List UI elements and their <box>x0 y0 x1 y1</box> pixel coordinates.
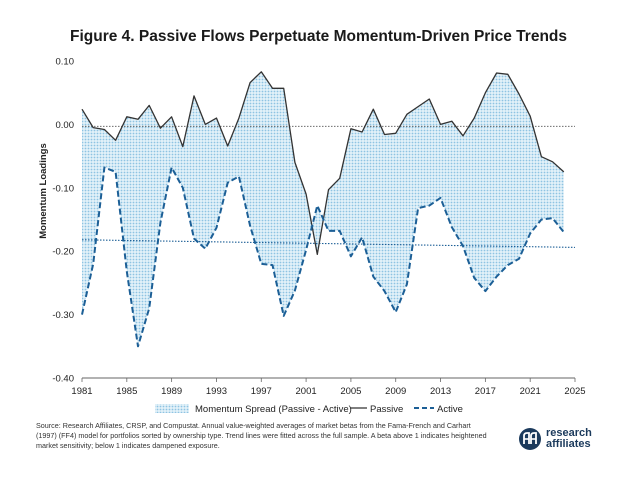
series-line-active <box>81 166 565 348</box>
x-tick-label: 1997 <box>251 386 272 397</box>
trendline-active <box>81 239 576 248</box>
legend-label-spread: Momentum Spread (Passive - Active) <box>195 404 352 415</box>
legend-label-passive: Passive <box>370 404 403 415</box>
x-tick-label: 2021 <box>520 386 541 397</box>
y-axis-label: Momentum Loadings <box>38 143 49 239</box>
series-line-layer <box>81 71 565 348</box>
chart-title: Figure 4. Passive Flows Perpetuate Momen… <box>69 28 567 45</box>
trendline-layer <box>81 125 576 248</box>
x-tick-label: 2013 <box>430 386 451 397</box>
x-tick-label: 2017 <box>475 386 496 397</box>
logo-text-line1: research <box>546 427 592 439</box>
research-affiliates-logo: research affiliates <box>519 424 592 454</box>
spread-area <box>82 71 564 347</box>
legend-swatch-spread <box>155 404 189 413</box>
series-line-passive <box>81 71 565 256</box>
legend-label-active: Active <box>437 404 463 415</box>
x-tick-label: 2025 <box>564 386 585 397</box>
y-tick-label: 0.10 <box>56 57 75 68</box>
y-tick-layer: 0.10 0.00 -0.10 -0.20 -0.30 -0.40 <box>52 57 74 385</box>
y-tick-label: -0.30 <box>52 310 74 321</box>
legend: Momentum Spread (Passive - Active) Passi… <box>155 404 463 415</box>
logo-mark-icon <box>519 428 541 450</box>
x-tick-label: 2001 <box>296 386 317 397</box>
x-tick-label: 1981 <box>71 386 92 397</box>
spread-fill-layer <box>82 71 564 347</box>
momentum-chart: 1981 1985 1989 1993 1997 2001 2005 2009 2013 2017… <box>38 57 586 416</box>
x-tick-layer: 1981 1985 1989 1993 1997 2001 2005 2009 2013 2017… <box>71 378 586 397</box>
y-tick-label: -0.20 <box>52 247 74 258</box>
y-tick-label: -0.40 <box>52 374 74 385</box>
x-tick-label: 1989 <box>161 386 182 397</box>
logo-text-line2: affiliates <box>546 438 591 450</box>
x-tick-label: 2005 <box>340 386 361 397</box>
y-tick-label: -0.10 <box>52 183 74 194</box>
x-tick-label: 2009 <box>385 386 406 397</box>
x-tick-label: 1985 <box>116 386 137 397</box>
source-note: Source: Research Affiliates, CRSP, and C… <box>36 421 487 450</box>
x-tick-label: 1993 <box>206 386 227 397</box>
y-tick-label: 0.00 <box>56 120 75 131</box>
